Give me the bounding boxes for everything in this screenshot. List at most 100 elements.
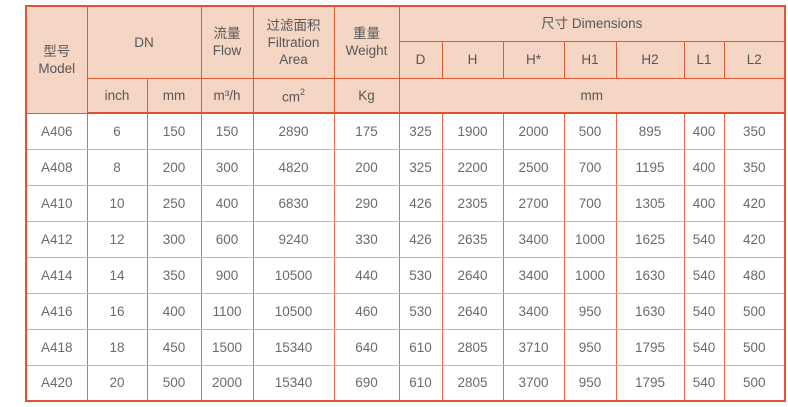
cell-mm: 500 (146, 364, 202, 402)
header-area-en-2: Area (279, 51, 308, 67)
cell-l2: 420 (723, 220, 786, 258)
cell-mm: 200 (146, 148, 202, 186)
cell-area: 4820 (252, 148, 335, 186)
cell-l1: 540 (683, 328, 725, 366)
unit-dimensions-mm: mm (398, 77, 786, 114)
cell-weight: 290 (333, 184, 400, 222)
cell-h1: 1000 (563, 256, 617, 294)
cell-h2: 1305 (615, 184, 685, 222)
cell-d: 426 (398, 184, 443, 222)
cell-hstar: 3700 (502, 364, 565, 402)
cell-mm: 400 (146, 292, 202, 330)
unit-flow: m³/h (200, 77, 254, 114)
header-model: 型号 Model (25, 5, 88, 114)
cell-area: 6830 (252, 184, 335, 222)
cell-l2: 500 (723, 328, 786, 366)
table-row: A418 18 450 1500 15340 640 610 2805 3710… (25, 328, 786, 366)
cell-h: 2635 (441, 220, 504, 258)
cell-h2: 895 (615, 112, 685, 150)
cell-h1: 500 (563, 112, 617, 150)
cell-weight: 640 (333, 328, 400, 366)
cell-l1: 540 (683, 364, 725, 402)
cell-hstar: 2700 (502, 184, 565, 222)
cell-h1: 950 (563, 364, 617, 402)
cell-model: A418 (25, 328, 88, 366)
table-row: A412 12 300 600 9240 330 426 2635 3400 1… (25, 220, 786, 258)
cell-inch: 16 (86, 292, 148, 330)
cell-model: A412 (25, 220, 88, 258)
cell-l2: 350 (723, 148, 786, 186)
cell-d: 610 (398, 328, 443, 366)
header-row-2: D H H* H1 H2 L1 L2 (26, 40, 786, 79)
cell-hstar: 3400 (502, 256, 565, 294)
unit-area-sup: 2 (299, 87, 305, 97)
table-header: 型号 Model DN 流量 Flow 过滤面积 Filtration Area… (25, 5, 786, 114)
cell-d: 426 (398, 220, 443, 258)
header-row-units: inch mm m³/h cm2 Kg mm (26, 77, 786, 114)
cell-h1: 950 (563, 328, 617, 366)
cell-h: 2305 (441, 184, 504, 222)
cell-model: A416 (25, 292, 88, 330)
cell-area: 15340 (252, 328, 335, 366)
unit-weight: Kg (333, 77, 400, 114)
cell-mm: 450 (146, 328, 202, 366)
header-row-1: 型号 Model DN 流量 Flow 过滤面积 Filtration Area… (25, 5, 786, 114)
cell-inch: 18 (86, 328, 148, 366)
header-model-en: Model (38, 60, 76, 76)
cell-mm: 250 (146, 184, 202, 222)
cell-flow: 900 (200, 256, 254, 294)
cell-h1: 1000 (563, 220, 617, 258)
cell-l1: 400 (683, 112, 725, 150)
cell-l2: 500 (723, 364, 786, 402)
cell-mm: 300 (146, 220, 202, 258)
header-flow-en: Flow (212, 43, 242, 59)
header-col-l2: L2 (723, 40, 786, 79)
cell-d: 530 (398, 256, 443, 294)
cell-weight: 175 (333, 112, 400, 150)
cell-hstar: 3710 (502, 328, 565, 366)
cell-model: A420 (25, 364, 88, 402)
cell-hstar: 2500 (502, 148, 565, 186)
cell-h: 1900 (441, 112, 504, 150)
cell-area: 9240 (252, 220, 335, 258)
cell-hstar: 2000 (502, 112, 565, 150)
cell-l1: 400 (683, 148, 725, 186)
header-col-h: H (441, 40, 504, 79)
cell-flow: 1100 (200, 292, 254, 330)
cell-h1: 700 (563, 148, 617, 186)
cell-l2: 500 (723, 292, 786, 330)
header-filtration-area: 过滤面积 Filtration Area (252, 5, 335, 79)
unit-area-base: cm (281, 89, 300, 105)
cell-weight: 440 (333, 256, 400, 294)
cell-inch: 12 (86, 220, 148, 258)
cell-area: 10500 (252, 256, 335, 294)
cell-h2: 1630 (615, 256, 685, 294)
header-flow-zh: 流量 (213, 26, 241, 42)
cell-l1: 400 (683, 184, 725, 222)
cell-weight: 460 (333, 292, 400, 330)
header-col-h2: H2 (615, 40, 685, 79)
unit-area: cm2 (252, 77, 335, 114)
cell-inch: 8 (86, 148, 148, 186)
cell-d: 325 (398, 148, 443, 186)
cell-h2: 1795 (615, 364, 685, 402)
cell-hstar: 3400 (502, 292, 565, 330)
header-model-zh: 型号 (43, 43, 71, 59)
cell-flow: 600 (200, 220, 254, 258)
cell-h1: 700 (563, 184, 617, 222)
header-col-h1: H1 (563, 40, 617, 79)
table-row: A420 20 500 2000 15340 690 610 2805 3700… (25, 364, 786, 402)
table-row: A414 14 350 900 10500 440 530 2640 3400 … (25, 256, 786, 294)
header-flow: 流量 Flow (200, 5, 254, 79)
cell-h: 2805 (441, 364, 504, 402)
table-row: A410 10 250 400 6830 290 426 2305 2700 7… (25, 184, 786, 222)
cell-flow: 1500 (200, 328, 254, 366)
header-weight: 重量 Weight (333, 5, 400, 79)
header-weight-zh: 重量 (353, 26, 380, 42)
cell-model: A406 (25, 112, 88, 150)
header-area-en-1: Filtration (267, 34, 320, 50)
cell-mm: 350 (146, 256, 202, 294)
cell-d: 530 (398, 292, 443, 330)
unit-inch: inch (86, 77, 148, 114)
cell-area: 10500 (252, 292, 335, 330)
